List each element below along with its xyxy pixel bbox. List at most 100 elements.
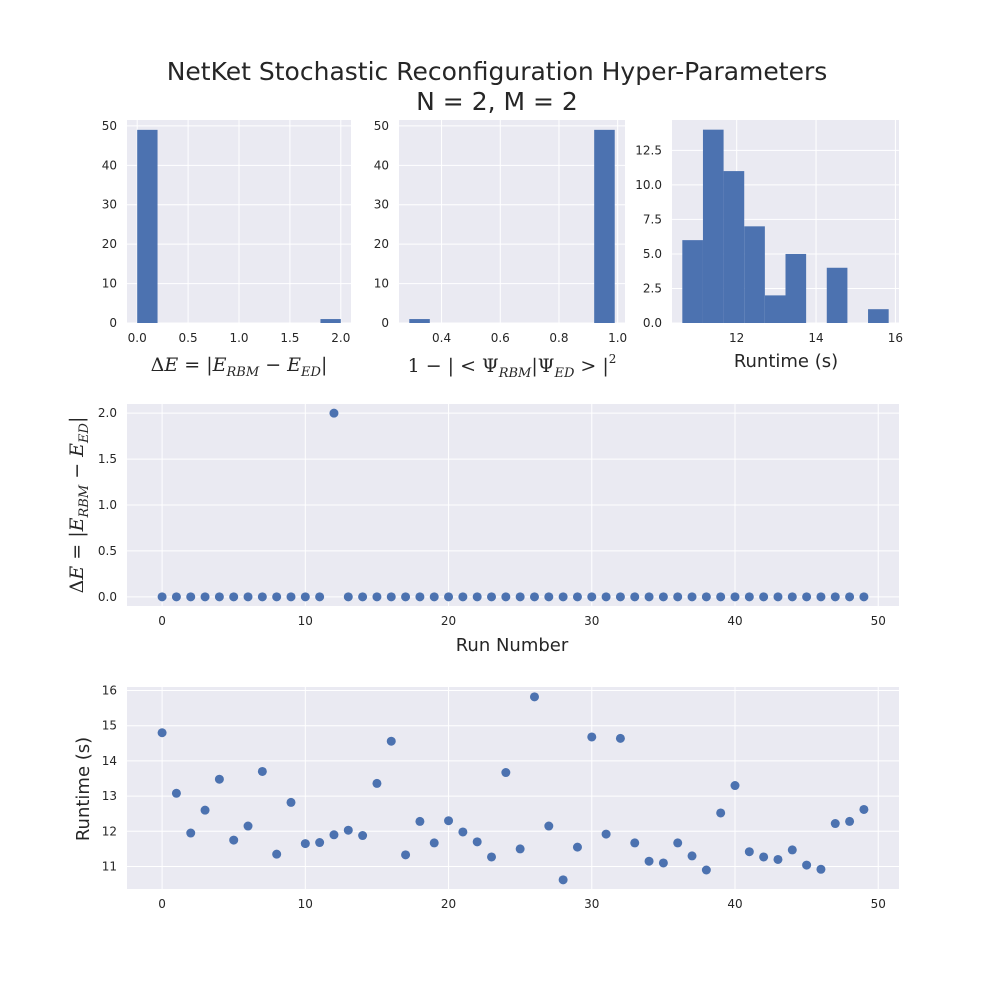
- scatter-point: [845, 816, 855, 826]
- plot-area: [399, 120, 625, 323]
- scatter-point: [687, 592, 697, 602]
- scatter-point: [429, 592, 439, 602]
- scatter-point: [687, 851, 697, 861]
- histogram-runtime: 12 14 16 0.0 2.5 5.0 7.5 10.0 12.5: [635, 120, 903, 345]
- histogram-bar: [744, 226, 765, 323]
- scatter-point: [515, 592, 525, 602]
- scatter-runtime-vs-run: 0 10 20 30 40 50 11 12 13 14 15 16: [102, 684, 899, 911]
- y-tick-label: 10: [374, 277, 389, 291]
- scatter-point: [487, 592, 497, 602]
- scatter-point: [716, 808, 726, 818]
- ylabel-runtime: Runtime (s): [73, 737, 94, 841]
- scatter-point: [315, 592, 325, 602]
- y-tick-label: 15: [102, 719, 117, 733]
- figure-title-line-2: N = 2, M = 2: [416, 87, 578, 116]
- histogram-bar: [409, 319, 430, 323]
- scatter-point: [816, 592, 826, 602]
- scatter-point: [243, 592, 253, 602]
- scatter-point: [630, 838, 640, 848]
- y-tick-label: 30: [102, 198, 117, 212]
- scatter-point: [744, 847, 754, 857]
- x-tick-label: 50: [871, 897, 886, 911]
- scatter-point: [615, 733, 625, 743]
- y-tick-label: 12.5: [635, 143, 662, 157]
- scatter-point: [644, 592, 654, 602]
- y-tick-label: 0: [381, 316, 389, 330]
- scatter-point: [372, 592, 382, 602]
- y-tick-label: 13: [102, 789, 117, 803]
- scatter-point: [272, 592, 282, 602]
- scatter-point: [171, 788, 181, 798]
- scatter-point: [487, 852, 497, 862]
- x-tick-label: 40: [727, 614, 742, 628]
- y-tick-label: 20: [374, 237, 389, 251]
- x-tick-label: 1.0: [229, 331, 248, 345]
- x-tick-label: 0: [158, 614, 166, 628]
- scatter-point: [329, 830, 339, 840]
- scatter-point: [658, 858, 668, 868]
- scatter-point: [759, 592, 769, 602]
- scatter-point: [830, 819, 840, 829]
- y-tick-label: 5.0: [643, 247, 662, 261]
- scatter-point: [214, 774, 224, 784]
- scatter-point: [372, 778, 382, 788]
- x-tick-label: 2.0: [331, 331, 350, 345]
- histogram-bar: [826, 267, 848, 323]
- scatter-point: [257, 592, 267, 602]
- scatter-point: [386, 736, 396, 746]
- scatter-point: [458, 827, 468, 837]
- scatter-point: [730, 592, 740, 602]
- x-tick-label: 50: [871, 614, 886, 628]
- scatter-point: [229, 835, 239, 845]
- histogram-bar: [785, 253, 807, 323]
- histogram-fidelity: 0.4 0.6 0.8 1.0 0 10 20 30 40 50: [374, 119, 627, 345]
- scatter-point: [730, 781, 740, 791]
- scatter-point: [802, 592, 812, 602]
- histogram-bar: [868, 309, 889, 323]
- x-tick-label: 1.5: [280, 331, 299, 345]
- y-tick-label: 12: [102, 824, 117, 838]
- y-tick-label: 16: [102, 684, 117, 698]
- x-tick-label: 0: [158, 897, 166, 911]
- x-tick-label: 12: [729, 331, 744, 345]
- scatter-point: [544, 592, 554, 602]
- scatter-point: [300, 839, 310, 849]
- scatter-point: [572, 842, 582, 852]
- scatter-point: [200, 592, 210, 602]
- scatter-point: [673, 838, 683, 848]
- scatter-point: [830, 592, 840, 602]
- scatter-point: [186, 592, 196, 602]
- y-tick-label: 0.0: [643, 316, 662, 330]
- x-tick-label: 0.6: [491, 331, 510, 345]
- y-tick-label: 11: [102, 859, 117, 873]
- y-tick-label: 0: [109, 316, 117, 330]
- x-tick-label: 30: [584, 897, 599, 911]
- scatter-point: [300, 592, 310, 602]
- scatter-point: [343, 825, 353, 835]
- histogram-bar: [723, 171, 745, 323]
- scatter-point: [343, 592, 353, 602]
- y-tick-label: 7.5: [643, 212, 662, 226]
- scatter-point: [444, 816, 454, 826]
- histogram-bar: [594, 129, 615, 323]
- scatter-point: [444, 592, 454, 602]
- x-tick-label: 20: [441, 614, 456, 628]
- scatter-delta-e-vs-run: 0 10 20 30 40 50 0.0 0.5 1.0 1.5 2.0: [98, 404, 899, 628]
- scatter-point: [759, 852, 769, 862]
- scatter-point: [386, 592, 396, 602]
- scatter-point: [701, 592, 711, 602]
- x-tick-label: 0.8: [549, 331, 568, 345]
- scatter-point: [773, 592, 783, 602]
- x-tick-label: 14: [808, 331, 823, 345]
- scatter-point: [229, 592, 239, 602]
- y-tick-label: 0.0: [98, 590, 117, 604]
- y-tick-label: 10: [102, 277, 117, 291]
- scatter-point: [529, 592, 539, 602]
- scatter-point: [415, 592, 425, 602]
- scatter-point: [787, 592, 797, 602]
- scatter-point: [572, 592, 582, 602]
- scatter-point: [401, 850, 411, 860]
- scatter-point: [329, 408, 339, 418]
- y-tick-label: 10.0: [635, 178, 662, 192]
